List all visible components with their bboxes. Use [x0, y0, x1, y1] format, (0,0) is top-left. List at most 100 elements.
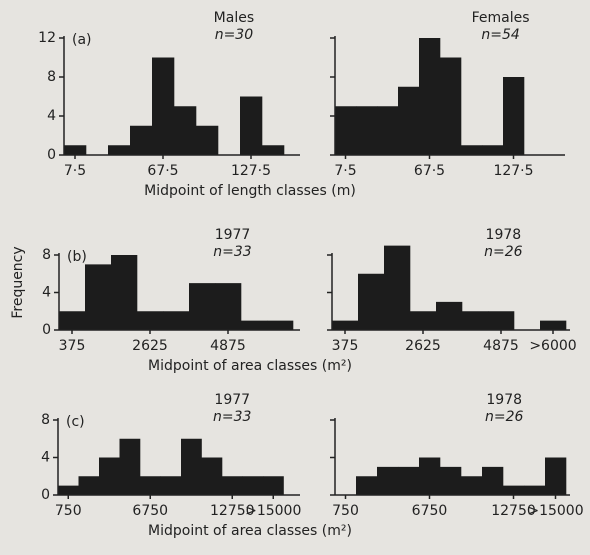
- bar: [503, 485, 525, 495]
- y-tick-label: 0: [41, 487, 50, 503]
- bar: [58, 485, 79, 495]
- x-tick-label: 6750: [412, 503, 448, 519]
- x-tick-label: 7·5: [334, 163, 356, 179]
- bar: [524, 485, 546, 495]
- x-tick-label: 750: [55, 503, 82, 519]
- panel-label: (a): [72, 32, 92, 48]
- y-tick-label: 4: [42, 285, 51, 301]
- bar: [59, 311, 86, 330]
- bar: [540, 320, 567, 330]
- bar: [482, 145, 504, 155]
- bar: [240, 96, 263, 155]
- panel-subtitle: n=30: [215, 27, 254, 43]
- bar: [377, 466, 399, 495]
- panel-title: 1978: [486, 392, 522, 408]
- bar: [242, 476, 264, 495]
- bar: [503, 77, 525, 155]
- bar: [461, 476, 483, 495]
- x-tick-label: 6750: [132, 503, 168, 519]
- bar: [108, 145, 131, 155]
- bar: [119, 438, 141, 495]
- panel-title: 1978: [486, 227, 522, 243]
- x-tick-label: 7·5: [64, 163, 86, 179]
- x-tick-label: 4875: [483, 338, 519, 354]
- x-axis-label: Midpoint of area classes (m²): [148, 358, 352, 374]
- x-tick-label: >15000: [245, 503, 301, 519]
- panel-label: (c): [66, 414, 85, 430]
- x-axis-label: Midpoint of area classes (m²): [148, 523, 352, 539]
- bar: [440, 466, 462, 495]
- x-tick-label: 2625: [132, 338, 168, 354]
- bar: [160, 476, 182, 495]
- y-tick-label: 8: [47, 69, 56, 85]
- bar: [398, 86, 420, 155]
- bar: [332, 320, 359, 330]
- bar: [222, 476, 243, 495]
- bar: [181, 438, 202, 495]
- panel-label: (b): [67, 249, 87, 265]
- bar: [356, 106, 378, 155]
- x-tick-label: 12750: [210, 503, 255, 519]
- panel-subtitle: n=33: [213, 244, 251, 260]
- y-tick-label: 0: [42, 322, 51, 338]
- x-tick-label: 127·5: [493, 163, 533, 179]
- x-tick-label: >6000: [529, 338, 576, 354]
- bar: [215, 283, 242, 330]
- y-tick-label: 8: [42, 247, 51, 263]
- x-tick-label: 12750: [491, 503, 536, 519]
- x-tick-label: 67·5: [414, 163, 445, 179]
- x-tick-label: 127·5: [231, 163, 271, 179]
- x-tick-label: 375: [59, 338, 86, 354]
- bar: [410, 311, 437, 330]
- bar: [99, 457, 120, 495]
- panel-title: 1977: [214, 392, 250, 408]
- bar: [419, 38, 441, 155]
- bar: [78, 476, 100, 495]
- bar: [384, 245, 411, 330]
- bar: [358, 273, 385, 330]
- bar: [201, 457, 223, 495]
- x-tick-label: 67·5: [147, 163, 178, 179]
- x-tick-label: 2625: [405, 338, 441, 354]
- bar: [137, 311, 164, 330]
- bar: [440, 57, 462, 155]
- bar: [262, 145, 285, 155]
- bar: [130, 125, 153, 155]
- panel-title: Females: [472, 10, 530, 26]
- bar: [482, 466, 504, 495]
- bar: [398, 466, 420, 495]
- bar: [335, 106, 357, 155]
- y-tick-label: 8: [41, 412, 50, 428]
- bar: [64, 145, 87, 155]
- bar: [85, 264, 112, 330]
- bar: [174, 106, 197, 155]
- bar: [152, 57, 175, 155]
- y-axis-label: Frequency: [10, 246, 26, 318]
- bar: [419, 457, 441, 495]
- panel-subtitle: n=33: [213, 409, 251, 425]
- bar: [545, 457, 567, 495]
- bar: [377, 106, 399, 155]
- bar: [189, 283, 216, 330]
- bar: [140, 476, 161, 495]
- bar: [111, 255, 138, 330]
- panel-subtitle: n=54: [481, 27, 519, 43]
- bar: [241, 320, 268, 330]
- x-tick-label: 375: [332, 338, 359, 354]
- y-tick-label: 0: [47, 147, 56, 163]
- bar: [196, 125, 219, 155]
- panel-subtitle: n=26: [485, 409, 524, 425]
- panel-title: Males: [214, 10, 254, 26]
- panel-title: 1977: [215, 227, 251, 243]
- panel-subtitle: n=26: [484, 244, 523, 260]
- bar: [488, 311, 515, 330]
- bar: [462, 311, 489, 330]
- bar: [356, 476, 378, 495]
- y-tick-label: 4: [41, 450, 50, 466]
- y-tick-label: 12: [38, 30, 56, 46]
- bar: [267, 320, 294, 330]
- x-tick-label: >15000: [527, 503, 583, 519]
- bar: [263, 476, 284, 495]
- bar: [461, 145, 483, 155]
